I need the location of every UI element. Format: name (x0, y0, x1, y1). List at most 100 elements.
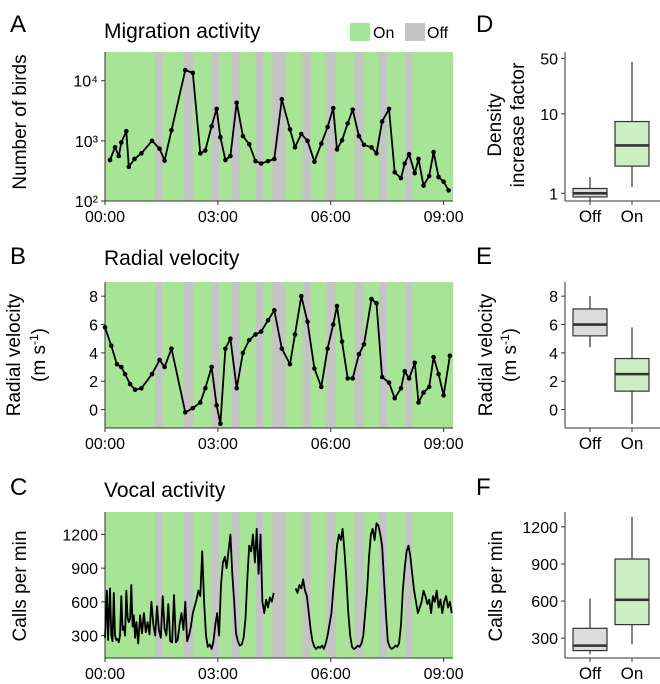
data-point-a-42 (361, 142, 367, 148)
data-point-a-5 (126, 164, 132, 170)
x-tick-label-c-2: 06:00 (311, 666, 351, 683)
y-tick-label-b-4: 8 (89, 289, 98, 306)
data-point-b-2 (114, 361, 120, 367)
data-point-b-24 (253, 332, 258, 337)
data-point-a-10 (162, 158, 167, 163)
data-point-a-47 (392, 170, 397, 175)
off-band-a-10 (404, 52, 413, 201)
y-tick-label-a-2: 10⁴ (73, 74, 98, 91)
data-point-a-25 (258, 161, 264, 166)
data-point-a-39 (345, 121, 350, 126)
data-point-b-22 (240, 350, 246, 356)
data-point-b-51 (412, 360, 418, 366)
off-band-b-5 (272, 282, 285, 428)
data-point-b-9 (157, 357, 162, 363)
data-point-b-11 (169, 346, 174, 351)
series-line-c-0 (104, 527, 275, 650)
y-tick-label-e-1: 2 (549, 374, 558, 391)
y-tick-label-f-2: 900 (531, 557, 558, 574)
off-band-b-0 (155, 282, 163, 428)
data-point-b-0 (102, 325, 108, 330)
data-point-b-52 (416, 400, 421, 405)
off-band-a-4 (255, 52, 264, 201)
background-layer (105, 52, 453, 658)
data-point-b-54 (426, 384, 432, 390)
data-point-a-15 (203, 148, 208, 153)
x-tick-label-c-0: 00:00 (85, 666, 125, 683)
data-point-a-4 (124, 128, 129, 134)
data-point-a-29 (287, 127, 293, 132)
y-tick-label-d-2: 50 (540, 51, 558, 68)
ylabel-a: Number of birds (10, 54, 31, 189)
off-band-c-3 (231, 512, 240, 658)
data-point-a-18 (218, 134, 223, 140)
off-band-a-9 (379, 52, 388, 201)
data-point-b-56 (436, 371, 441, 377)
data-point-a-30 (292, 145, 298, 150)
chart-title-a: Migration activity (104, 20, 261, 43)
off-band-b-1 (183, 282, 193, 428)
data-point-b-34 (319, 384, 324, 390)
legend-label-off: Off (427, 25, 449, 42)
y-tick-label-f-1: 600 (531, 594, 558, 611)
data-point-a-43 (369, 145, 374, 150)
y-tick-label-e-2: 4 (549, 346, 558, 363)
data-point-b-26 (265, 317, 271, 323)
data-point-b-28 (279, 346, 285, 351)
data-point-a-23 (246, 141, 252, 147)
data-point-a-48 (398, 175, 404, 181)
data-point-a-33 (312, 159, 317, 165)
axes-layer: 10² 10³ 10⁴ 00:00 03:00 06:00 09:00 0 2 4 6 8 00:00 0… (62, 51, 660, 683)
x-tick-label-d-on: On (621, 207, 644, 226)
data-point-a-11 (169, 127, 174, 133)
data-point-b-6 (132, 387, 138, 393)
data-point-b-17 (214, 403, 219, 408)
x-tick-label-d-off: Off (579, 207, 602, 226)
data-point-b-44 (374, 300, 379, 306)
off-band-a-3 (231, 52, 240, 201)
ylabel-e-line1: Radial velocity (476, 293, 497, 416)
y-tick-label-a-1: 10³ (75, 134, 99, 151)
data-point-a-7 (139, 151, 144, 156)
y-tick-label-a-0: 10² (75, 194, 99, 211)
ylabel-f: Calls per min (486, 531, 507, 642)
off-band-c-9 (379, 512, 388, 658)
off-band-a-8 (354, 52, 364, 201)
data-point-b-13 (190, 405, 196, 411)
off-band-c-7 (326, 512, 336, 658)
data-point-a-0 (107, 157, 113, 163)
data-point-a-54 (426, 173, 432, 179)
off-band-b-3 (231, 282, 240, 428)
data-point-a-38 (339, 138, 345, 143)
y-tick-label-d-0: 1 (549, 186, 558, 203)
y-tick-label-f-0: 300 (531, 631, 558, 648)
x-tick-label-a-1: 03:00 (198, 209, 238, 226)
y-tick-label-e-0: 0 (549, 403, 558, 420)
x-tick-label-b-2: 06:00 (311, 436, 351, 453)
chart-title-b: Radial velocity (104, 247, 240, 270)
data-point-a-50 (406, 151, 412, 157)
data-point-b-14 (198, 400, 203, 405)
y-tick-label-b-0: 0 (89, 403, 98, 420)
data-point-a-55 (431, 149, 436, 155)
data-point-a-37 (334, 147, 340, 152)
data-point-b-33 (312, 366, 317, 371)
y-tick-label-c-0: 300 (71, 629, 98, 646)
off-band-a-1 (183, 52, 193, 201)
data-point-b-25 (258, 329, 264, 334)
data-point-b-18 (218, 421, 223, 427)
data-point-b-8 (149, 371, 155, 377)
data-point-b-45 (379, 374, 385, 380)
data-point-b-5 (127, 381, 133, 387)
data-point-b-4 (122, 371, 128, 377)
data-point-b-3 (119, 364, 124, 370)
data-point-b-31 (298, 293, 304, 299)
data-point-a-20 (228, 153, 233, 159)
y-tick-label-b-3: 6 (89, 318, 98, 335)
data-point-a-49 (402, 161, 408, 166)
data-point-a-58 (446, 188, 451, 193)
x-tick-label-b-1: 03:00 (198, 436, 238, 453)
data-point-b-48 (398, 386, 404, 391)
box-d-on (614, 120, 650, 167)
x-tick-label-a-0: 00:00 (85, 209, 125, 226)
